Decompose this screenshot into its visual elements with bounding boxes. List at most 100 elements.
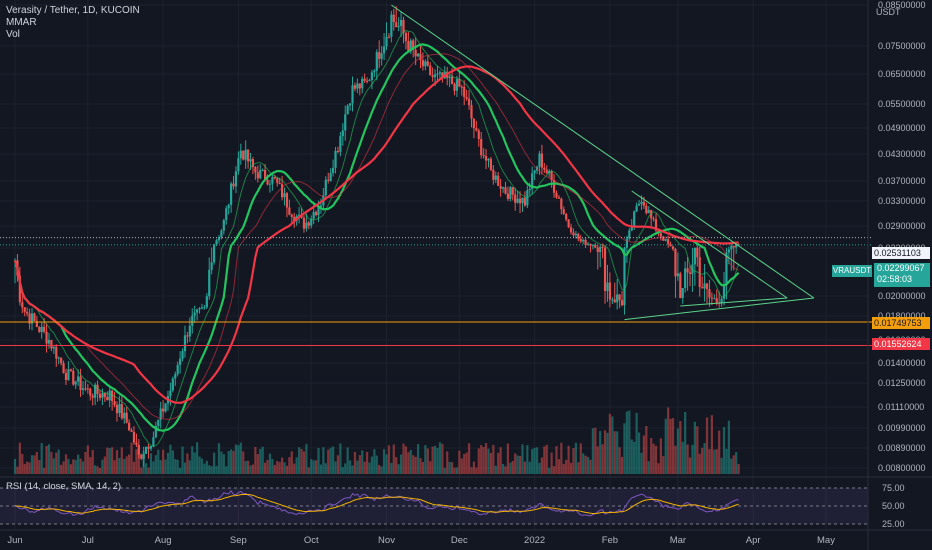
moving-averages [13, 29, 740, 447]
candle-body [43, 326, 46, 332]
volume-bar [162, 449, 165, 474]
volume-bar [487, 448, 490, 474]
price-axis[interactable]: 0.08500000 0.07500000 0.06500000 0.05500000… [867, 0, 926, 550]
candle-body [162, 408, 165, 412]
volume-bar [23, 463, 26, 474]
volume-bar [329, 447, 332, 474]
volume-bar [499, 447, 502, 474]
volume-bar [463, 454, 466, 474]
candle-body [181, 351, 184, 359]
volume-bar [560, 442, 563, 474]
volume-bar [725, 448, 728, 474]
volume-bar [596, 446, 599, 474]
candle-body [324, 179, 327, 196]
candle-body [385, 36, 388, 47]
volume-bar [407, 452, 410, 474]
candle-body [283, 193, 286, 198]
candle-body [543, 167, 546, 170]
candle-body [419, 53, 422, 61]
candle-body [249, 159, 252, 162]
candle-body [261, 169, 264, 171]
indicator-vol[interactable]: Vol [6, 29, 20, 40]
candle-body [244, 149, 247, 160]
volume-bar [613, 431, 616, 474]
candle-body [67, 369, 70, 381]
candle-body [494, 175, 497, 180]
volume-bar [424, 445, 427, 474]
volume-bar [620, 456, 624, 474]
rsi-label[interactable]: RSI (14, close, SMA, 14, 2) [6, 481, 122, 492]
time-axis[interactable]: Jun Jul Aug Sep Oct Nov Dec 2022 Feb Mar Apr May [0, 529, 932, 546]
y-tick-label: 0.08500000 [878, 0, 926, 10]
candle-body [671, 246, 675, 249]
volume-bar [494, 465, 497, 474]
volume-bar [249, 465, 252, 474]
candle-body [113, 401, 116, 406]
volume-bar [13, 459, 17, 474]
candle-body [574, 233, 578, 236]
candle-body [630, 226, 633, 231]
volume-bar [659, 438, 662, 474]
volume-bar [164, 459, 167, 474]
candle-body [305, 222, 308, 229]
volume-bar [244, 461, 247, 474]
candle-body [208, 269, 211, 297]
candle-body [497, 175, 500, 186]
candle-body [145, 446, 148, 454]
candle-body [358, 83, 361, 89]
volume-bar [710, 415, 713, 474]
volume-bar [79, 458, 82, 474]
candle-body [669, 244, 672, 247]
symbol-tag: VRAUSDT [832, 265, 872, 277]
volume-bar [196, 442, 199, 474]
candle-body [465, 97, 468, 99]
candle-body [271, 177, 274, 184]
candle-body [382, 46, 386, 54]
candle-body [72, 370, 75, 385]
candle-body [579, 238, 582, 242]
candle-body [135, 442, 138, 445]
volume-bar [713, 449, 716, 474]
candle-body [123, 412, 126, 419]
price-tag-support: 0.01749753 [872, 317, 930, 329]
candle-body [188, 325, 191, 337]
candle-body [239, 150, 242, 159]
candle-body [567, 219, 570, 228]
volume-bar [239, 442, 242, 474]
volume-bar [295, 457, 298, 474]
candle-body [176, 364, 179, 375]
volume-bar [205, 460, 208, 474]
volume-bar [259, 448, 262, 474]
candle-body [421, 60, 425, 67]
symbol-title[interactable]: Verasity / Tether, 1D, KUCOIN [6, 5, 140, 16]
candle-body [108, 390, 111, 401]
volume-bar [225, 466, 228, 474]
candle-body [50, 340, 53, 349]
volume-bar [594, 427, 597, 474]
volume-bar [477, 448, 480, 474]
candle-body [69, 369, 72, 371]
candle-body [154, 425, 157, 438]
candle-body [659, 233, 662, 237]
volume-bar [543, 446, 546, 474]
candle-body [84, 388, 87, 390]
volume-bar [232, 450, 235, 474]
candle-body [647, 210, 650, 214]
candle-body [584, 239, 587, 246]
candle-body [565, 213, 568, 220]
candle-body [339, 136, 342, 152]
volume-bar [684, 411, 687, 474]
volume-bar [26, 461, 29, 474]
candle-body [679, 273, 682, 299]
candle-body [392, 14, 395, 23]
volume-bar [657, 463, 660, 474]
x-tick-label: Aug [155, 535, 172, 546]
candle-body [203, 307, 206, 309]
indicator-mmar[interactable]: MMAR [6, 17, 37, 28]
candle-body [60, 357, 63, 364]
candle-body [601, 246, 604, 248]
candle-body [426, 61, 429, 66]
candle-body [327, 179, 330, 181]
candle-body [225, 208, 228, 221]
